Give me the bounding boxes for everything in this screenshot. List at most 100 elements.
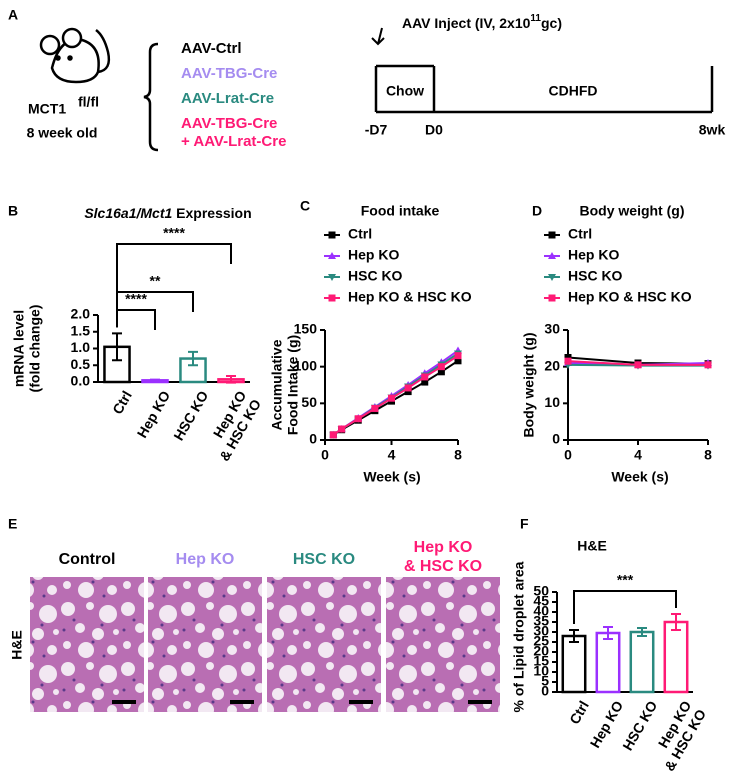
marker <box>338 425 346 433</box>
y-tick-label: 10 <box>533 663 549 679</box>
marker <box>388 394 395 402</box>
y-tick-label: 1.5 <box>71 322 91 338</box>
marker <box>437 368 445 376</box>
group-label: HSC KO <box>292 551 356 568</box>
group-label: Control <box>58 551 116 568</box>
significance-label: *** <box>617 572 634 588</box>
marker <box>354 415 362 423</box>
panel-label: A <box>8 7 18 23</box>
y-tick-label: 1.0 <box>71 339 91 355</box>
legend-label: Ctrl <box>348 226 372 242</box>
legend-label: Ctrl <box>568 226 592 242</box>
bar <box>663 620 689 694</box>
panel-label: B <box>8 203 18 219</box>
error-bar <box>603 626 613 640</box>
marker <box>454 352 462 360</box>
mouse-icon <box>39 27 111 84</box>
diet: CDHFD <box>549 83 598 99</box>
y-axis-label: % of Lipid droplet area <box>511 561 527 712</box>
legend-label: HSC KO <box>348 268 403 284</box>
chart-title: Slc16a1/Mct1 Expression <box>84 205 251 221</box>
group-label: Hep KO & HSC KO <box>403 539 483 576</box>
group-label: AAV-Lrat-Cre <box>181 90 275 107</box>
error-bar <box>226 374 236 384</box>
y-tick-label: 10 <box>544 394 560 410</box>
y-tick-label: 100 <box>294 357 318 373</box>
x-tick-label: 8 <box>454 447 462 463</box>
injection-unit: gc) <box>541 15 562 31</box>
group-label: AAV-TBG-Cre <box>181 65 278 82</box>
x-tick-label: 8 <box>704 447 712 463</box>
x-tick-label: 0 <box>564 447 572 463</box>
panel-label: C <box>300 198 310 214</box>
legend-marker <box>328 274 336 281</box>
marker <box>564 357 572 365</box>
diet: Chow <box>386 83 424 99</box>
legend-marker <box>328 294 336 302</box>
timepoint: -D7 <box>365 122 388 138</box>
y-axis-label: Accumulative <box>269 339 285 430</box>
age: 8 week old <box>27 125 98 141</box>
chart-title: Body weight (g) <box>580 203 685 219</box>
legend-label: Hep KO & HSC KO <box>568 289 692 305</box>
y-tick-label: 0.5 <box>71 356 91 372</box>
marker <box>329 431 337 439</box>
bar <box>561 634 587 694</box>
marker <box>404 384 412 392</box>
title-text: Expression <box>176 205 251 221</box>
x-axis-label: Week (s) <box>611 469 668 485</box>
injection-exponent: 11 <box>530 13 541 24</box>
marker <box>421 373 429 381</box>
y-tick-label: 15 <box>533 653 549 669</box>
y-tick-label: 25 <box>533 633 549 649</box>
marker <box>437 363 445 371</box>
panel-label: E <box>8 516 17 532</box>
y-tick-label: 45 <box>533 593 549 609</box>
y-tick-label: 30 <box>533 623 549 639</box>
panel-label: D <box>532 203 542 219</box>
gene-name: Slc16a1/Mct1 <box>84 205 172 221</box>
injection-text: AAV Inject (IV, 2x10 <box>402 15 531 31</box>
legend-marker <box>548 231 556 239</box>
group-label: AAV-TBG-Cre + AAV-Lrat-Cre <box>181 115 287 150</box>
legend-marker <box>548 252 556 259</box>
error-bar <box>637 627 647 637</box>
legend-label: Hep KO <box>568 247 619 263</box>
group-label: AAV-Ctrl <box>181 40 242 57</box>
marker <box>454 357 462 365</box>
y-tick-label: 50 <box>533 583 549 599</box>
y-axis-label: (fold change) <box>27 305 43 393</box>
marker <box>371 404 379 412</box>
timeline <box>371 27 714 114</box>
marker <box>704 361 712 369</box>
panel-label: F <box>520 516 529 532</box>
significance-bracket <box>573 590 677 624</box>
y-axis-label: Body weight (g) <box>521 333 537 438</box>
y-tick-label: 150 <box>294 321 318 337</box>
y-tick-label: 20 <box>533 643 549 659</box>
stain-label: H&E <box>9 630 25 660</box>
y-tick-label: 35 <box>533 613 549 629</box>
error-bar <box>188 350 198 367</box>
y-tick-label: 2.0 <box>71 306 91 322</box>
y-tick-label: 5 <box>541 673 549 689</box>
chart-title: H&E <box>577 538 607 554</box>
y-axis-label: Food Intake (g) <box>285 335 301 435</box>
chart-title: Food intake <box>361 203 440 219</box>
significance-label: **** <box>163 225 185 241</box>
bar <box>595 631 621 694</box>
legend-label: Hep KO <box>348 247 399 263</box>
significance-bracket <box>116 243 232 324</box>
marker <box>404 388 412 396</box>
legend-marker <box>328 252 336 259</box>
timepoint: D0 <box>425 122 443 138</box>
histology-images <box>30 577 500 712</box>
legend-marker <box>328 231 336 239</box>
legend-label: Hep KO & HSC KO <box>348 289 472 305</box>
error-bar <box>569 629 579 643</box>
genotype: fl/fl <box>78 94 99 110</box>
significance-label: **** <box>125 291 147 307</box>
group-brace <box>143 42 159 152</box>
significance-bracket <box>116 309 156 330</box>
